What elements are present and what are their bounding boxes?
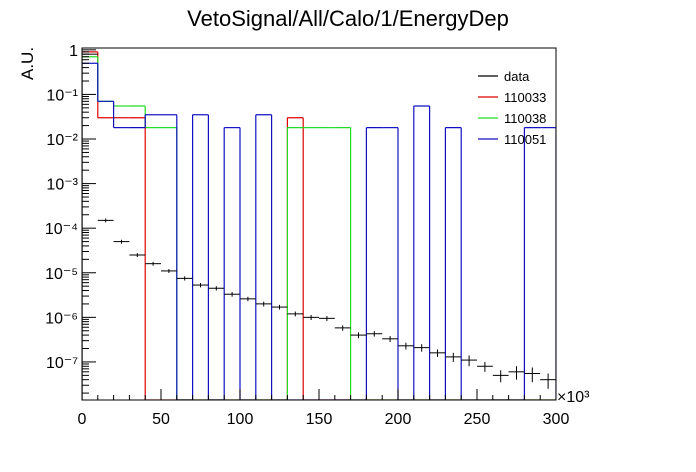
y-tick-label: 10⁻¹ (46, 87, 78, 104)
legend-label: 110033 (504, 90, 546, 105)
legend-label: 110051 (504, 132, 546, 147)
y-tick-label: 10⁻⁴ (45, 221, 78, 238)
x-tick-label: 250 (464, 411, 491, 428)
x-tick-label: 150 (306, 411, 333, 428)
plot-area (82, 51, 556, 400)
y-tick-label: 1 (69, 43, 78, 60)
y-tick-label: 10⁻⁶ (45, 310, 78, 327)
legend-label: 110038 (504, 111, 546, 126)
x-tick-label: 300 (543, 411, 570, 428)
x-multiplier: ×10³ (557, 389, 590, 406)
axes: 0 50 100 150 200 250 300 10⁻⁷ 10⁻⁶ 10⁻⁵ 10⁻⁴ 10⁻³ 10… (45, 43, 570, 428)
y-tick-label: 10⁻⁵ (45, 266, 78, 283)
y-tick-label: 10⁻⁷ (46, 355, 78, 372)
legend-label: data (504, 69, 530, 84)
frame (81, 47, 557, 401)
legend: data 110033 110038 110051 (478, 69, 546, 147)
x-tick-label: 50 (152, 411, 170, 428)
y-axis-label: A.U. (18, 47, 37, 80)
x-tick-label: 100 (227, 411, 254, 428)
y-tick-label: 10⁻² (46, 132, 78, 149)
x-tick-label: 0 (78, 411, 87, 428)
y-tick-label: 10⁻³ (46, 177, 78, 194)
x-tick-label: 200 (385, 411, 412, 428)
chart-title: VetoSignal/All/Calo/1/EnergyDep (187, 6, 509, 31)
